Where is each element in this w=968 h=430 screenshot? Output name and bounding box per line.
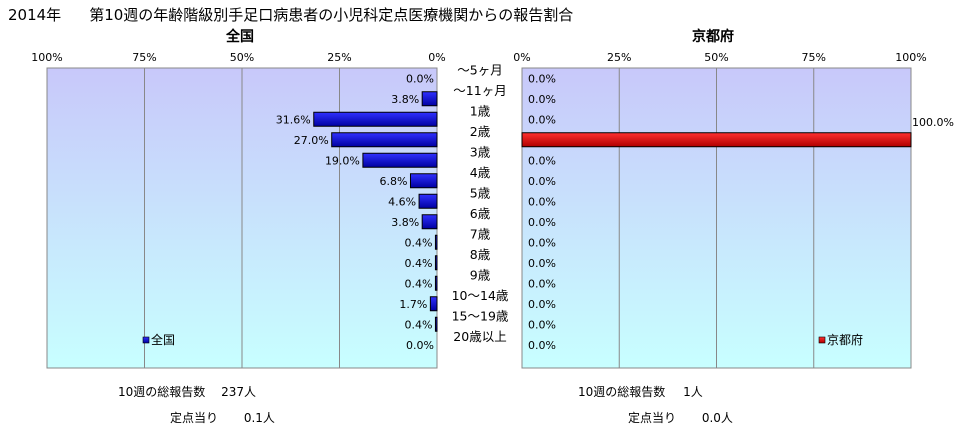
kyoto-x-tick-label: 0%: [513, 51, 530, 64]
national-bar: [421, 91, 438, 107]
category-label: ～5ヶ月: [457, 62, 502, 77]
national-bar: [434, 255, 438, 271]
category-label: 9歳: [470, 267, 491, 282]
national-per-value: 0.1人: [243, 411, 275, 425]
category-labels: ～5ヶ月 ～11ヶ月 1歳 2歳 3歳 4歳 5歳 6歳 7歳 8歳 9歳 10～14歳 15～19歳 2…: [452, 62, 509, 344]
kyoto-total-row: 10週の総報告数 1人: [578, 383, 703, 400]
national-per-row: 定点当り 0.1人: [170, 409, 275, 426]
national-x-tick-label: 50%: [230, 51, 254, 64]
national-bar: [434, 275, 438, 291]
kyoto-bar-value-label: 0.0%: [528, 236, 556, 249]
national-x-tick-label: 25%: [327, 51, 351, 64]
national-legend-label: 全国: [151, 332, 175, 347]
national-bar-value-label: 0.4%: [404, 318, 432, 331]
national-bar-value-label: 27.0%: [294, 134, 329, 147]
kyoto-per-value: 0.0人: [701, 411, 733, 425]
national-bar: [434, 234, 438, 250]
category-label: 5歳: [470, 185, 491, 200]
national-bar-value-label: 0.0%: [406, 72, 434, 85]
kyoto-bar-value-label: 0.0%: [528, 175, 556, 188]
category-label: 4歳: [470, 165, 491, 180]
category-label: 8歳: [470, 247, 491, 262]
kyoto-bar-value-label: 100.0%: [912, 116, 954, 129]
chart-title: 第10週の年齢階級別手足口病患者の小児科定点医療機関からの報告割合: [89, 6, 574, 24]
national-bar-value-label: 0.0%: [406, 339, 434, 352]
category-label: 20歳以上: [453, 329, 506, 344]
kyoto-total-value: 1人: [683, 385, 703, 399]
national-x-tick-label: 0%: [428, 51, 445, 64]
kyoto-bar-value-label: 0.0%: [528, 154, 556, 167]
legends: 全国 京都府: [142, 332, 863, 347]
kyoto-bar-value-label: 0.0%: [528, 298, 556, 311]
kyoto-bar-value-label: 0.0%: [528, 113, 556, 126]
chart-year: 2014年: [8, 6, 62, 24]
kyoto-panel-title: 京都府: [692, 29, 734, 45]
national-bar-value-label: 0.4%: [404, 277, 432, 290]
kyoto-x-tick-label: 25%: [607, 51, 631, 64]
national-bar-value-label: 3.8%: [391, 216, 419, 229]
national-bar-value-label: 0.4%: [404, 236, 432, 249]
category-label: ～11ヶ月: [453, 83, 506, 98]
national-x-tick-label: 100%: [31, 51, 62, 64]
kyoto-x-tick-label: 75%: [802, 51, 826, 64]
kyoto-bar-value-label: 0.0%: [528, 257, 556, 270]
category-label: 15～19歳: [452, 308, 509, 323]
national-per-label: 定点当り: [170, 411, 219, 425]
kyoto-bar-value-label: 0.0%: [528, 339, 556, 352]
chart-title-row: 2014年 第10週の年齢階級別手足口病患者の小児科定点医療機関からの報告割合: [8, 4, 573, 25]
national-bar-value-label: 31.6%: [276, 113, 311, 126]
national-bar: [362, 152, 438, 168]
national-bar-value-label: 19.0%: [325, 154, 360, 167]
national-bar: [313, 111, 438, 127]
national-bar: [409, 173, 438, 189]
national-legend-swatch: [142, 336, 150, 344]
kyoto-bar: [521, 132, 912, 148]
national-bar-value-label: 4.6%: [388, 195, 416, 208]
kyoto-x-tick-label: 100%: [895, 51, 926, 64]
national-total-row: 10週の総報告数 237人: [118, 383, 256, 400]
kyoto-bar-value-label: 0.0%: [528, 277, 556, 290]
national-bar-value-label: 6.8%: [380, 175, 408, 188]
kyoto-bar-value-label: 0.0%: [528, 72, 556, 85]
national-total-label: 10週の総報告数: [118, 385, 206, 399]
national-bar: [434, 316, 438, 332]
category-label: 3歳: [470, 144, 491, 159]
national-bar: [418, 193, 438, 209]
national-panel-title: 全国: [226, 29, 254, 45]
kyoto-bar-value-label: 0.0%: [528, 195, 556, 208]
category-label: 2歳: [470, 124, 491, 139]
kyoto-x-tick-label: 50%: [704, 51, 728, 64]
national-bar-value-label: 1.7%: [399, 298, 427, 311]
national-bar: [331, 132, 438, 148]
kyoto-legend-label: 京都府: [827, 332, 863, 347]
category-label: 1歳: [470, 103, 491, 118]
category-label: 10～14歳: [452, 288, 509, 303]
national-total-value: 237人: [221, 385, 257, 399]
axis-tick-labels: 100% 75% 50% 25% 0% 0% 25% 50% 75% 100%: [31, 51, 926, 64]
kyoto-bar-value-label: 0.0%: [528, 216, 556, 229]
national-bar: [429, 296, 438, 312]
kyoto-bar-value-label: 0.0%: [528, 93, 556, 106]
kyoto-bar-value-label: 0.0%: [528, 318, 556, 331]
category-label: 7歳: [470, 226, 491, 241]
kyoto-per-label: 定点当り: [628, 411, 677, 425]
category-label: 6歳: [470, 206, 491, 221]
kyoto-per-row: 定点当り 0.0人: [628, 409, 733, 426]
national-x-tick-label: 75%: [132, 51, 156, 64]
national-bar-value-label: 3.8%: [391, 93, 419, 106]
national-bar: [421, 214, 438, 230]
national-bar-value-label: 0.4%: [404, 257, 432, 270]
bar-value-labels: 0.0% 3.8% 31.6% 27.0% 19.0% 6.8% 4.6% 3.8% 0.4% 0…: [276, 72, 954, 352]
kyoto-legend-swatch: [818, 336, 826, 344]
kyoto-total-label: 10週の総報告数: [578, 385, 666, 399]
bars: [313, 91, 912, 332]
